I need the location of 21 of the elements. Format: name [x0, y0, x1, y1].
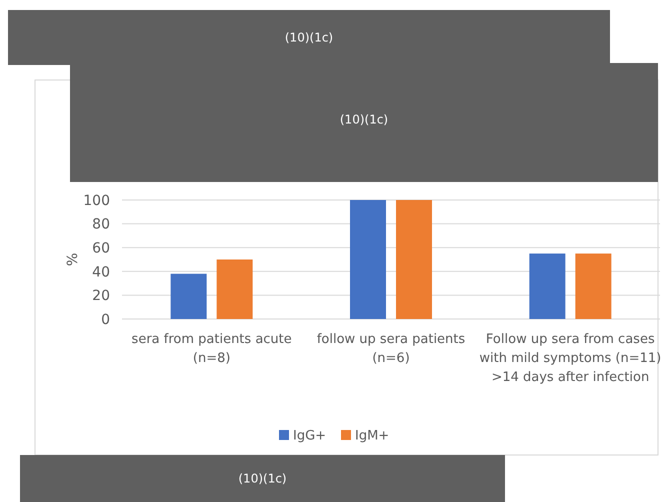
y-tick-label: 0: [101, 312, 110, 328]
x-tick-label: follow up sera patients (n=6): [316, 332, 466, 366]
y-axis-title: %: [64, 252, 81, 266]
bar: [396, 200, 432, 319]
x-tick-label: sera from patients acute (n=8): [132, 332, 292, 366]
bar: [575, 254, 612, 319]
bar: [170, 274, 207, 319]
y-tick-label: 40: [92, 264, 110, 280]
bar: [529, 254, 566, 319]
legend-label: IgG+: [293, 428, 326, 444]
y-tick-label: 60: [92, 240, 110, 256]
y-tick-label: 20: [92, 288, 110, 304]
text: (10)(1c): [340, 112, 388, 127]
text: (10)(1c): [284, 30, 334, 45]
bar: [350, 200, 386, 319]
y-tick-label: 80: [92, 216, 110, 233]
legend-label: IgM+: [355, 428, 390, 444]
text: (10)(1c): [238, 472, 287, 486]
y-tick-label: 100: [83, 192, 110, 209]
x-tick-label: Follow up sera from cases with mild symptoms (n=11) >14 days after infection: [479, 332, 662, 385]
bar: [216, 260, 253, 319]
